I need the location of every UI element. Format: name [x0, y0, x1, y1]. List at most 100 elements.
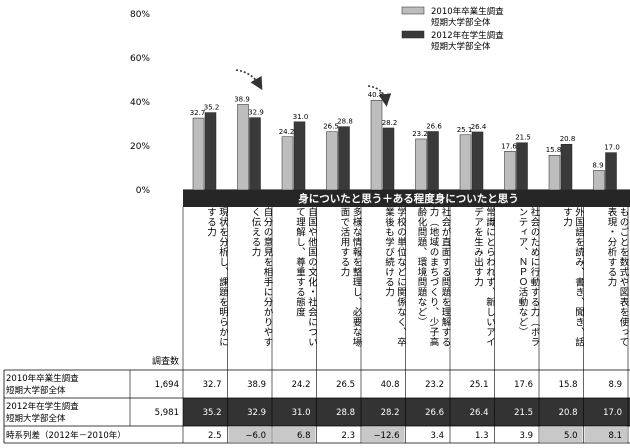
data-label: 35.2 — [204, 104, 220, 112]
diff-cell: 6.8 — [297, 431, 311, 441]
table-cell: 17.0 — [603, 408, 622, 418]
bar — [593, 170, 605, 191]
table-cell: 32.7 — [203, 380, 222, 390]
legend-label: 2010年卒業生調査 — [431, 6, 504, 17]
x-category-label: 社会のために行動する力（ボランティア、ＮＰＯ活動など） — [516, 207, 540, 347]
x-category-label: ものごとを数式や図表を使って表現・分析する力 — [605, 207, 629, 347]
data-label: 20.8 — [560, 135, 576, 143]
data-label: 15.8 — [546, 146, 562, 154]
legend-swatch — [401, 6, 425, 15]
data-label: 28.2 — [382, 119, 398, 127]
bar — [338, 126, 350, 191]
banner-label: 身についたと思う＋ある程度身についたと思う — [298, 192, 519, 205]
diff-cell: −6.0 — [245, 431, 266, 441]
table-cell: 40.8 — [381, 380, 400, 390]
bar — [326, 131, 338, 191]
table-cell: 26.6 — [425, 408, 444, 418]
diff-cell: 3.9 — [519, 431, 533, 441]
data-label: 32.7 — [190, 109, 206, 117]
table-cell: 8.9 — [608, 380, 622, 390]
banner-bar — [183, 190, 630, 207]
bar — [560, 143, 573, 191]
bar — [459, 134, 472, 191]
diff-cell: 5.0 — [564, 431, 578, 441]
data-label: 31.0 — [293, 113, 309, 121]
data-label: 26.4 — [471, 123, 487, 131]
table-cell: 28.2 — [381, 408, 400, 418]
diff-row-label: 時系列差（2012年－2010年） — [6, 430, 126, 441]
x-category-label: 自分の意見を相手に分かりやすく伝える力 — [249, 207, 273, 347]
data-label: 21.5 — [515, 134, 531, 142]
bar — [192, 117, 205, 191]
data-label: 17.6 — [501, 142, 517, 150]
legend-label: 短期大学部全体 — [431, 41, 491, 52]
table-cell: 17.6 — [514, 380, 533, 390]
row-label: 短期大学部全体 — [6, 413, 66, 424]
annotation-arrow — [367, 85, 392, 107]
table-cell: 31.0 — [292, 408, 311, 418]
table-cell: 25.1 — [470, 380, 489, 390]
count-header: 調査数 — [152, 355, 179, 367]
row-label: 短期大学部全体 — [6, 385, 66, 396]
diff-cell: 1.3 — [475, 431, 489, 441]
bar — [249, 117, 261, 191]
data-label: 25.1 — [457, 126, 473, 134]
row-label: 2012年在学生調査 — [6, 401, 79, 412]
bar — [471, 131, 484, 191]
diff-highlight — [362, 427, 405, 442]
table-cell: 21.5 — [514, 408, 533, 418]
table-cell: 38.9 — [247, 380, 266, 390]
data-label: 17.0 — [604, 144, 620, 152]
data-label: 8.9 — [592, 161, 603, 169]
x-category-label: 学校の単位などに関係なく、卒業後も学び続ける力 — [383, 207, 406, 347]
y-tick-label: 60% — [130, 54, 150, 64]
bar — [204, 112, 217, 191]
bar — [237, 104, 249, 191]
data-label: 24.2 — [279, 128, 295, 136]
bar — [504, 151, 516, 191]
row-label: 2010年卒業生調査 — [6, 373, 79, 384]
annotation-arrow — [235, 69, 263, 91]
y-tick-label: 40% — [130, 98, 150, 108]
table-cell: 26.4 — [470, 408, 489, 418]
row-count: 1,694 — [155, 380, 179, 390]
table-cell: 32.9 — [247, 408, 266, 418]
data-label: 40.8 — [368, 91, 384, 99]
x-category-label: 常識にとらわれず、新しいアイデアを生み出す力 — [472, 207, 495, 347]
bar — [415, 138, 427, 191]
data-label: 26.5 — [323, 123, 339, 131]
bar — [548, 154, 561, 191]
table-cell: 28.8 — [336, 408, 355, 418]
table-row-band — [183, 398, 630, 426]
data-label: 26.6 — [426, 122, 442, 130]
legend-swatch — [401, 30, 425, 39]
data-label: 23.2 — [412, 130, 428, 138]
x-category-label: 社会が直面する問題を理解する力（地域のまちづくり、少子高齢化問題、環境問題など） — [415, 207, 451, 347]
x-category-label: 現状を分析し、課題を明らかにする力 — [205, 207, 228, 347]
diff-highlight — [273, 427, 316, 442]
bar — [293, 121, 306, 191]
table-cell: 26.5 — [336, 380, 355, 390]
diff-cell: 2.3 — [341, 431, 355, 441]
table-cell: 20.8 — [559, 408, 578, 418]
diff-cell: 8.1 — [608, 431, 622, 441]
bar — [516, 142, 528, 191]
table-cell: 23.2 — [425, 380, 444, 390]
table-cell: 15.8 — [559, 380, 578, 390]
bar — [605, 152, 617, 191]
data-label: 32.9 — [248, 109, 264, 117]
row-count: 5,981 — [155, 408, 179, 418]
table-cell: 24.2 — [292, 380, 311, 390]
legend-label: 短期大学部全体 — [431, 17, 491, 28]
x-category-label: 自国や他国の文化・社会について理解し、尊重する態度 — [294, 207, 317, 347]
y-tick-label: 0% — [136, 186, 151, 196]
bar — [382, 127, 395, 191]
bar — [370, 99, 383, 191]
y-tick-label: 80% — [130, 10, 150, 20]
data-label: 38.9 — [234, 95, 250, 103]
diff-cell: −12.6 — [373, 431, 399, 441]
table-cell: 35.2 — [203, 408, 222, 418]
diff-highlight — [584, 427, 627, 442]
